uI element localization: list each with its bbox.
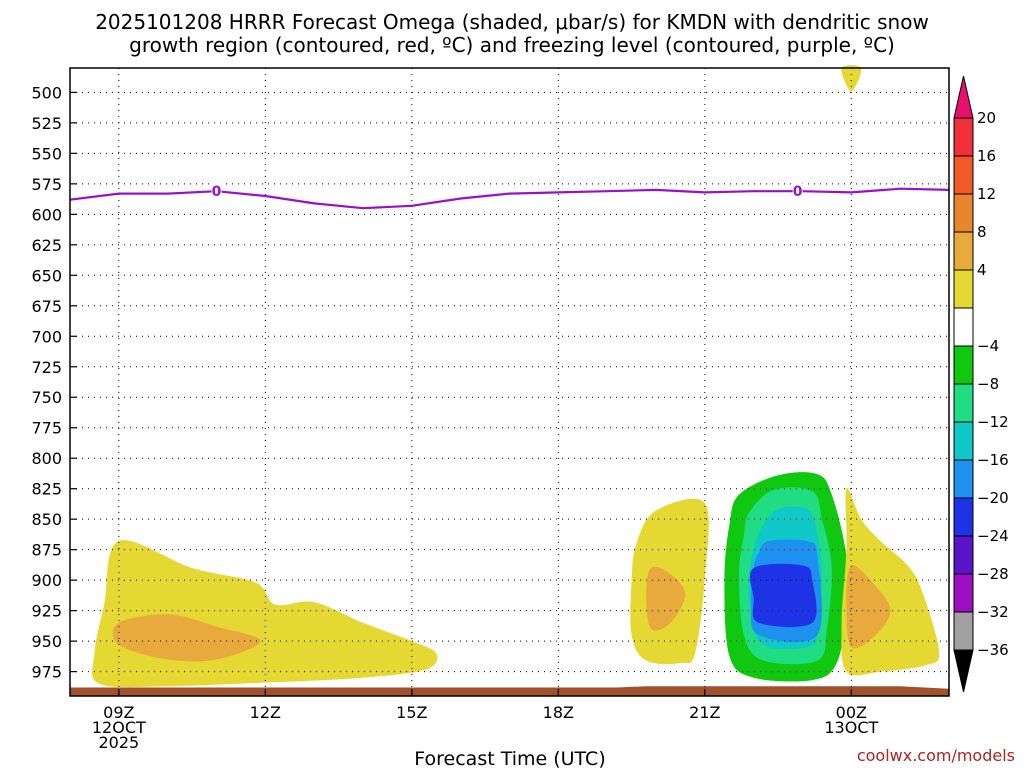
colorbar-label: −28	[977, 565, 1009, 583]
x-tick-label: 09Z	[103, 703, 134, 722]
colorbar-label: −12	[977, 413, 1009, 431]
colorbar-label: 16	[977, 147, 996, 165]
y-tick-label: 775	[31, 419, 62, 438]
y-tick-label: 825	[31, 480, 62, 499]
colorbar-band	[953, 497, 974, 537]
x-tick-label: 2025	[98, 733, 139, 752]
colorbar-band	[953, 421, 974, 461]
colorbar-label: −36	[977, 641, 1009, 659]
colorbar-band	[953, 535, 974, 575]
colorbar-bottom-triangle	[953, 649, 974, 693]
y-tick-label: 750	[31, 388, 62, 407]
x-tick-label: 12Z	[250, 703, 281, 722]
colorbar-band	[953, 459, 974, 499]
x-tick-label: 13OCT	[824, 718, 878, 737]
freezing-label-bg-0	[211, 183, 222, 199]
colorbar-label: −4	[977, 337, 999, 355]
x-tick-label: 12OCT	[92, 718, 146, 737]
colorbar-band	[953, 117, 974, 157]
colorbar-band	[953, 573, 974, 613]
omega-blue-22z	[749, 563, 817, 628]
y-tick-label: 675	[31, 297, 62, 316]
colorbar: 20 16 12 8 4 −4 −8 −12 −16 −20 −24 −28 −32 −36	[953, 75, 1009, 693]
y-tick-label: 550	[31, 144, 62, 163]
omega-orange-20z	[646, 566, 686, 631]
credit-text: coolwx.com/models	[857, 746, 1015, 765]
colorbar-band	[953, 231, 974, 271]
colorbar-label: 4	[977, 261, 987, 279]
axis-layer: 500 525 550 575 600 625 650 675 700 725 750 775 800 8…	[31, 83, 878, 752]
colorbar-label: −8	[977, 375, 999, 393]
freezing-level-label: 0	[793, 184, 803, 200]
y-tick-label: 850	[31, 510, 62, 529]
y-tick-label: 700	[31, 327, 62, 346]
colorbar-label: 12	[977, 185, 996, 203]
x-tick-label: 00Z	[836, 703, 867, 722]
y-tick-label: 950	[31, 632, 62, 651]
y-tick-label: 900	[31, 571, 62, 590]
colorbar-band	[953, 269, 974, 309]
omega-fill-layer	[70, 65, 949, 696]
colorbar-label: −32	[977, 603, 1009, 621]
x-tick-label: 18Z	[543, 703, 574, 722]
y-tick-label: 875	[31, 541, 62, 560]
y-tick-label: 600	[31, 205, 62, 224]
freezing-label-bg-1	[792, 183, 803, 199]
colorbar-band	[953, 383, 974, 423]
colorbar-label: 8	[977, 223, 987, 241]
y-tick-label: 575	[31, 175, 62, 194]
colorbar-band	[953, 155, 974, 195]
colorbar-band	[953, 611, 974, 651]
x-tick-label: 21Z	[689, 703, 720, 722]
plot-frame	[69, 67, 950, 697]
colorbar-label: −24	[977, 527, 1009, 545]
x-tick-label: 15Z	[396, 703, 427, 722]
y-tick-label: 650	[31, 266, 62, 285]
omega-yellow-top	[841, 65, 862, 92]
surface-band	[70, 686, 949, 696]
omega-orange-early	[112, 614, 261, 662]
chart-title-line2: growth region (contoured, red, ºC) and f…	[129, 33, 895, 57]
colorbar-band	[953, 193, 974, 233]
chart-title-line1: 2025101208 HRRR Forecast Omega (shaded, …	[95, 10, 929, 34]
colorbar-label: 20	[977, 109, 996, 127]
omega-orange-00z	[846, 565, 891, 649]
y-tick-label: 925	[31, 602, 62, 621]
x-axis-label: Forecast Time (UTC)	[414, 748, 605, 768]
freezing-level-label: 0	[212, 184, 222, 200]
colorbar-label: −16	[977, 451, 1009, 469]
colorbar-label: −20	[977, 489, 1009, 507]
colorbar-band	[953, 345, 974, 385]
y-tick-label: 500	[31, 83, 62, 102]
colorbar-band	[953, 307, 974, 347]
y-tick-label: 800	[31, 449, 62, 468]
y-tick-label: 975	[31, 663, 62, 682]
y-tick-label: 625	[31, 236, 62, 255]
y-tick-label: 525	[31, 114, 62, 133]
colorbar-top-triangle	[953, 75, 974, 119]
y-tick-label: 725	[31, 358, 62, 377]
